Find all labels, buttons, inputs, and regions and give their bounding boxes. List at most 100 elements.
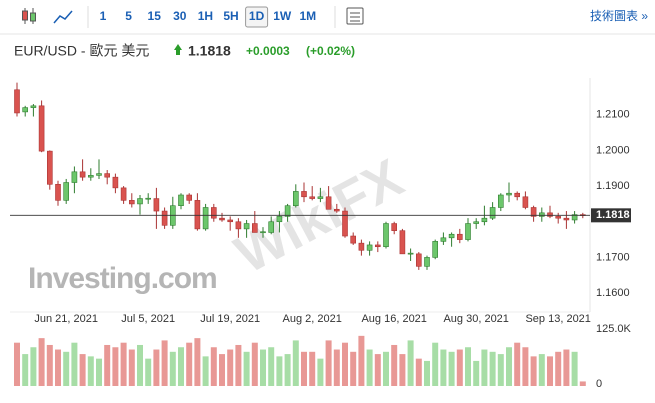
interval-button[interactable]: 1H [198, 9, 213, 23]
candle-body [530, 207, 537, 217]
change-percent: (+0.02%) [306, 44, 355, 58]
volume-bar [481, 349, 488, 386]
last-price-label: 1.1818 [596, 209, 630, 221]
candle-body [448, 233, 455, 239]
candle-body [473, 221, 480, 224]
x-tick-label: Jul 19, 2021 [200, 313, 260, 325]
interval-button[interactable]: 1 [100, 9, 107, 23]
volume-bar [63, 351, 70, 386]
volume-bar [30, 347, 37, 386]
interval-button[interactable]: 30 [173, 9, 187, 23]
volume-bar [506, 347, 512, 386]
candle-body [358, 242, 365, 251]
volume-bar [391, 344, 398, 386]
candle-body [153, 198, 160, 212]
candle-body [38, 105, 45, 152]
volume-bar [161, 340, 168, 386]
change: +0.0003 [246, 44, 290, 58]
candle-body [538, 212, 545, 217]
volume-bar [333, 349, 340, 386]
interval-button[interactable]: 1W [273, 9, 292, 23]
volume-bar [251, 342, 258, 386]
interval-button[interactable]: 1M [299, 9, 316, 23]
watermark: Investing.com [28, 262, 217, 295]
x-tick-label: Aug 16, 2021 [361, 313, 426, 325]
candle-body [563, 217, 570, 221]
candle-body [301, 191, 307, 198]
volume-bar [210, 347, 217, 386]
volume-bar [374, 354, 381, 386]
volume-bar [112, 347, 119, 386]
y-tick-label: 1.2000 [596, 144, 630, 156]
x-tick-label: Aug 2, 2021 [283, 313, 342, 325]
interval-button[interactable]: 1D [249, 9, 265, 23]
volume-bar [350, 351, 357, 386]
volume-bar [571, 351, 578, 386]
y-tick-label: 1.1900 [596, 180, 630, 192]
candle-body [325, 196, 332, 210]
volume-bar [522, 347, 529, 386]
volume-bar [456, 349, 463, 386]
candle-body [79, 171, 86, 178]
candle-body [129, 200, 135, 205]
interval-button[interactable]: 5 [125, 9, 132, 23]
volume-bar [268, 347, 275, 386]
volume-bar [87, 356, 94, 386]
candle-body [415, 253, 422, 267]
volume-bar [71, 342, 78, 386]
volume-bar [219, 354, 225, 386]
technical-chart-link[interactable]: 技術圖表 » [590, 9, 648, 23]
volume-bar [448, 351, 455, 386]
settings-icon[interactable] [346, 7, 364, 25]
candle-body [178, 194, 184, 207]
volume-bar [325, 340, 332, 386]
x-tick-label: Jun 21, 2021 [34, 313, 98, 325]
candle-body [14, 89, 20, 114]
volume-bar [383, 351, 389, 386]
candle-body [112, 176, 119, 189]
candle-body [374, 244, 381, 248]
volume-bar [309, 351, 316, 386]
volume-bar [202, 356, 209, 386]
line-icon[interactable] [53, 10, 73, 24]
candle-body [46, 150, 53, 185]
volume-bar [55, 349, 61, 386]
volume-bar [22, 354, 29, 386]
volume-bar [563, 349, 570, 386]
last-price-box [591, 208, 631, 223]
volume-bar [292, 340, 299, 386]
candle-body [186, 194, 192, 201]
interval-button[interactable]: 5H [223, 9, 238, 23]
last-price: 1.1818 [188, 43, 231, 59]
candle-body [71, 171, 78, 183]
candle-body [268, 221, 275, 233]
volume-bar [473, 360, 480, 386]
volume-bar [399, 354, 406, 386]
volume-bar [79, 354, 86, 386]
volume-bar [235, 344, 242, 386]
candle-body [547, 212, 553, 217]
x-tick-label: Jul 5, 2021 [121, 313, 175, 325]
candle-body [309, 196, 316, 199]
volume-bar [301, 351, 307, 386]
volume-bar [440, 349, 447, 386]
volume-bar [358, 335, 365, 386]
volume-bar [104, 344, 111, 386]
volume-bar [276, 356, 283, 386]
candle-body [235, 221, 242, 230]
candle-body [252, 223, 258, 233]
volume-bar [465, 347, 471, 386]
candle-icon[interactable] [22, 8, 36, 24]
candle-body [161, 210, 168, 226]
candle-body [317, 196, 324, 199]
volume-bar [96, 358, 102, 386]
candle-body [456, 233, 463, 240]
candle-body [120, 187, 127, 201]
candle-body [497, 194, 504, 208]
candle-body [506, 192, 512, 196]
candle-body [399, 230, 406, 255]
candle-body [227, 219, 233, 223]
candle-body [284, 205, 291, 217]
interval-button[interactable]: 15 [148, 9, 162, 23]
